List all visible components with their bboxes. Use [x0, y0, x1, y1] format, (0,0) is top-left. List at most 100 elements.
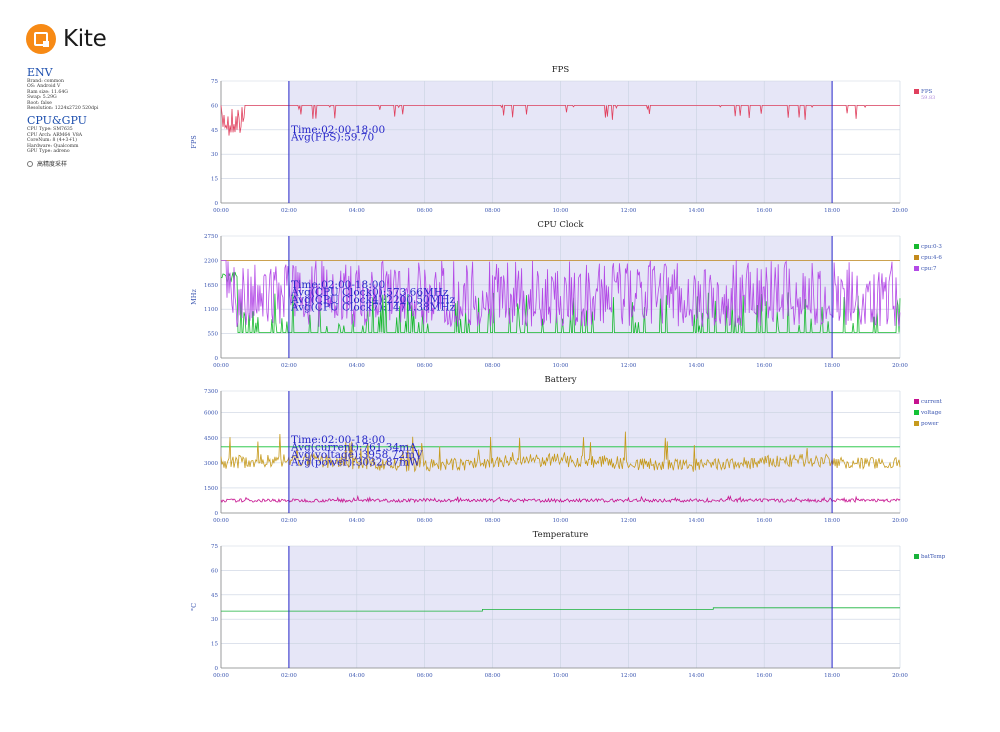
cpugpu-title: CPU&GPU: [27, 114, 87, 128]
kite-logo-icon: [26, 24, 56, 54]
y-tick-label: 45: [211, 128, 218, 134]
x-tick-label: 10:00: [553, 673, 569, 679]
env-info-line: Resolution: 1224x2720 520dpi: [27, 106, 99, 112]
x-tick-label: 18:00: [824, 673, 840, 679]
legend-swatch: [914, 399, 919, 404]
y-tick-label: 2750: [204, 234, 218, 240]
high-precision-sampling-option[interactable]: 高精度采样: [27, 159, 187, 168]
device-info-panel: ENV Brand: common OS: Android V Ram size: …: [27, 66, 187, 168]
series-line-current: [220, 494, 901, 504]
legend-label: cpu:7: [921, 266, 937, 272]
y-tick-label: 3000: [204, 461, 218, 467]
y-axis-label: MHz: [190, 289, 198, 305]
x-tick-label: 16:00: [756, 518, 772, 524]
chart-title: Battery: [544, 375, 576, 385]
y-tick-label: 30: [211, 617, 218, 623]
y-tick-label: 15: [211, 642, 218, 648]
chart-cpu-clock: CPU Clock 0 550 1100 1650 2200 2750 00:00 02:00 0…: [190, 220, 942, 369]
x-tick-label: 14:00: [688, 363, 704, 369]
x-tick-label: 06:00: [417, 673, 433, 679]
y-tick-label: 30: [211, 152, 218, 158]
env-title: ENV: [27, 66, 53, 79]
x-tick-label: 20:00: [892, 518, 908, 524]
radio-button-icon[interactable]: [27, 160, 33, 167]
range-annotation: Avg(current):761.34mA: [290, 442, 417, 454]
y-tick-label: 45: [211, 593, 218, 599]
y-tick-label: 1650: [204, 283, 218, 289]
range-annotation: Time:02:00-18:00: [291, 124, 385, 136]
legend-value: 59.83: [921, 95, 935, 101]
x-tick-label: 00:00: [213, 518, 229, 524]
cpugpu-info-line: CPU Type: SM7635: [27, 127, 73, 133]
cpugpu-info-line: Hardware: Qualcomm: [27, 143, 79, 149]
y-tick-label: 75: [211, 544, 218, 550]
range-annotation: Avg(CPU Clock7):1471.38MHz: [290, 302, 456, 314]
range-annotation: Avg(FPS):59.70: [290, 132, 374, 144]
cpugpu-lines: CPU Type: SM7635 CPU Arch: ARM64_V8A CoreN…: [27, 127, 187, 154]
x-tick-label: 18:00: [824, 208, 840, 214]
y-tick-label: 4500: [204, 436, 218, 442]
x-tick-label: 14:00: [688, 208, 704, 214]
env-info-line: Root: false: [27, 100, 52, 106]
sampling-label: 高精度采样: [37, 161, 68, 169]
y-tick-label: 60: [211, 568, 218, 574]
legend-swatch: [914, 255, 919, 260]
x-tick-label: 08:00: [485, 363, 501, 369]
x-tick-label: 08:00: [485, 518, 501, 524]
kite-logo: Kite: [26, 24, 107, 54]
x-tick-label: 20:00: [892, 363, 908, 369]
chart-temperature: Temperature 0 15 30 45 60 75 00:00 02:00 04:00 06:…: [190, 530, 946, 679]
range-annotation: Avg(CPU Clock4):2200.50MHz: [290, 294, 456, 306]
y-tick-label: 0: [215, 666, 219, 672]
legend-label: voltage: [920, 410, 941, 416]
x-tick-label: 00:00: [213, 673, 229, 679]
cpugpu-info-line: CPU Arch: ARM64_V8A: [27, 132, 83, 138]
y-tick-label: 0: [215, 356, 219, 362]
range-annotation: Avg(voltage):3958.72mV: [290, 449, 423, 461]
chart-title: Temperature: [533, 530, 589, 540]
series-line-cpu-7: [221, 260, 901, 327]
x-tick-label: 08:00: [485, 673, 501, 679]
y-tick-label: 550: [208, 332, 219, 338]
x-tick-label: 06:00: [417, 363, 433, 369]
x-tick-label: 16:00: [756, 363, 772, 369]
x-tick-label: 02:00: [281, 518, 297, 524]
series-line-cpu-0-3: [220, 271, 901, 333]
range-annotation: Avg(power):3032.87mW: [290, 457, 420, 469]
x-tick-label: 20:00: [892, 208, 908, 214]
legend-swatch: [914, 421, 919, 426]
y-tick-label: 15: [211, 177, 218, 183]
chart-battery: Battery 0 1500 3000 4500 6000 7300 00:00 02:00 04…: [204, 375, 943, 524]
env-info-line: Swap: 5.29G: [27, 95, 57, 101]
legend-swatch: [914, 244, 919, 249]
x-tick-label: 06:00: [417, 208, 433, 214]
x-tick-label: 10:00: [553, 518, 569, 524]
legend-label: power: [921, 421, 939, 427]
legend-swatch: [914, 554, 919, 559]
y-tick-label: 1500: [204, 486, 218, 492]
x-tick-label: 02:00: [281, 208, 297, 214]
x-tick-label: 04:00: [349, 673, 365, 679]
env-info-line: OS: Android V: [27, 84, 61, 90]
y-tick-label: 6000: [204, 411, 218, 417]
x-tick-label: 18:00: [824, 518, 840, 524]
logo-text: Kite: [63, 26, 107, 52]
y-tick-label: 75: [211, 79, 218, 85]
cpugpu-info-line: GPU Type: adreno: [27, 149, 70, 155]
legend-label: current: [921, 399, 943, 405]
env-info-line: Ram size: 11.64G: [27, 89, 68, 95]
x-tick-label: 04:00: [349, 518, 365, 524]
legend-swatch: [914, 266, 919, 271]
y-tick-label: 1100: [204, 307, 218, 313]
x-tick-label: 04:00: [349, 208, 365, 214]
y-axis-label: FPS: [190, 135, 198, 148]
x-tick-label: 18:00: [824, 363, 840, 369]
cpugpu-info-line: CoreNum: 8 (4+3+1): [27, 138, 77, 144]
y-tick-label: 0: [215, 201, 219, 207]
legend-label: cpu:4-6: [921, 255, 942, 261]
x-tick-label: 14:00: [688, 673, 704, 679]
legend-label: batTemp: [921, 554, 946, 560]
legend-swatch: [914, 89, 919, 94]
x-tick-label: 12:00: [620, 208, 636, 214]
env-info-line: Brand: common: [27, 79, 64, 84]
